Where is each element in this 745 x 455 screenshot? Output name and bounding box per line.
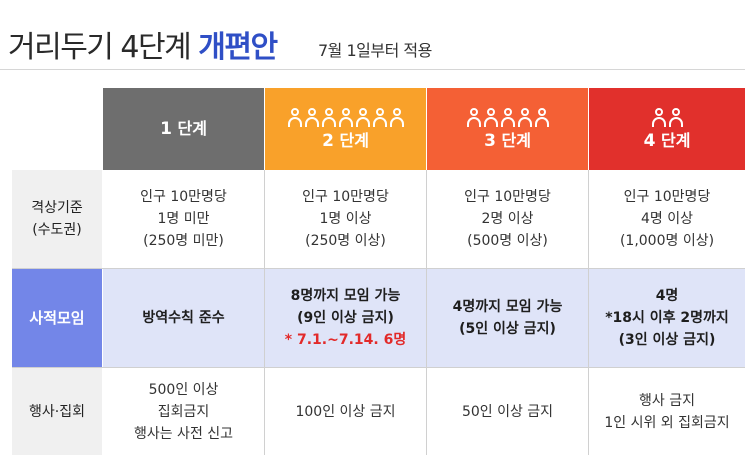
level-1-label: 1 단계 (160, 119, 207, 139)
level-3-header: 3 단계 (427, 88, 588, 170)
row-label-criteria: 격상기준 (수도권) (12, 170, 102, 268)
level-4-person-icons (651, 106, 683, 128)
person-icon (321, 108, 336, 128)
level-4-header: 4 단계 (589, 88, 745, 170)
title-accent-text: 개편안 (198, 30, 278, 65)
row-divider (12, 268, 745, 269)
gathering-level-2-note: * 7.1.~7.14. 6명 (284, 332, 407, 348)
level-3-person-icons (466, 106, 549, 128)
gathering-level-4: 4명 *18시 이후 2명까지 (3인 이상 금지) (589, 269, 745, 367)
person-icon (338, 108, 353, 128)
gathering-level-2: 8명까지 모임 가능 (9인 이상 금지) * 7.1.~7.14. 6명 (265, 269, 426, 367)
person-icon (668, 108, 683, 128)
person-icon (483, 108, 498, 128)
page-subtitle: 7월 1일부터 적용 (318, 41, 432, 60)
page-title: 거리두기 4단계 개편안 (8, 22, 278, 66)
row-label-private-gathering: 사적모임 (12, 269, 102, 367)
person-icon (304, 108, 319, 128)
row-divider (12, 367, 745, 368)
gathering-level-3: 4명까지 모임 가능 (5인 이상 금지) (427, 269, 588, 367)
column-divider (588, 170, 589, 455)
events-level-1: 500인 이상 집회금지 행사는 사전 신고 (133, 381, 234, 442)
criteria-level-4: 인구 10만명당 4명 이상 (1,000명 이상) (619, 189, 715, 249)
person-icon (389, 108, 404, 128)
level-1-header: 1 단계 (103, 88, 264, 170)
person-icon (651, 108, 666, 128)
person-icon (466, 108, 481, 128)
level-3-label: 3 단계 (484, 131, 531, 151)
person-icon (500, 108, 515, 128)
level-2-person-icons (287, 106, 404, 128)
gathering-level-1: 방역수칙 준수 (103, 269, 264, 367)
row-label-events: 행사·집회 (12, 368, 102, 455)
title-main-text: 거리두기 4단계 (8, 30, 192, 65)
person-icon (534, 108, 549, 128)
header-divider (0, 69, 745, 70)
events-level-4: 행사 금지 1인 시위 외 집회금지 (604, 392, 730, 431)
person-icon (355, 108, 370, 128)
criteria-level-1: 인구 10만명당 1명 미만 (250명 미만) (140, 189, 227, 249)
level-2-header: 2 단계 (265, 88, 426, 170)
person-icon (287, 108, 302, 128)
level-2-label: 2 단계 (322, 131, 369, 151)
page-header: 거리두기 4단계 개편안 7월 1일부터 적용 (0, 0, 745, 70)
events-level-3: 50인 이상 금지 (461, 403, 554, 420)
events-level-2: 100인 이상 금지 (295, 403, 396, 420)
person-icon (372, 108, 387, 128)
person-icon (517, 108, 532, 128)
criteria-level-3: 인구 10만명당 2명 이상 (500명 이상) (464, 189, 551, 249)
criteria-level-2: 인구 10만명당 1명 이상 (250명 이상) (302, 189, 389, 249)
column-divider (426, 170, 427, 455)
column-divider (264, 170, 265, 455)
level-4-label: 4 단계 (643, 131, 691, 151)
